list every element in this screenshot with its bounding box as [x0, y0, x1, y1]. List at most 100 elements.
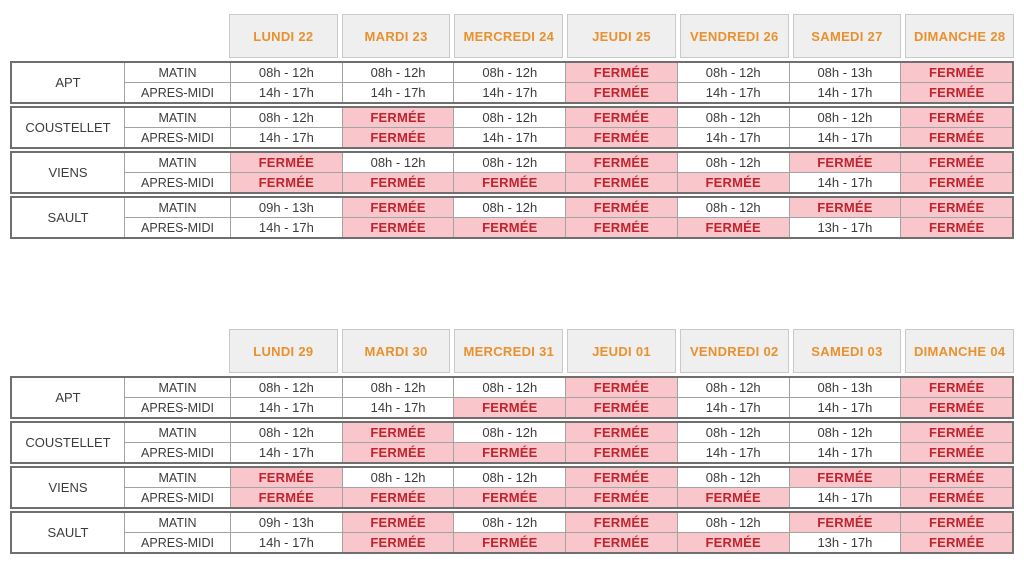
row-label-apres_midi: APRES-MIDI [125, 218, 230, 237]
cell-hours: 08h - 12h [677, 63, 789, 82]
cell-hours: 14h - 17h [342, 398, 454, 417]
row-label-apres_midi: APRES-MIDI [125, 83, 230, 102]
cell-hours: 08h - 13h [789, 378, 901, 397]
cell-hours: 08h - 12h [342, 153, 454, 172]
cell-hours: 08h - 12h [231, 108, 342, 127]
cell-closed: FERMÉE [566, 63, 677, 82]
cell-closed: FERMÉE [566, 533, 677, 552]
row-label-apres_midi: APRES-MIDI [125, 443, 230, 462]
cell-hours: 08h - 12h [789, 423, 901, 442]
cell-hours: 09h - 13h [231, 513, 342, 532]
cell-hours: 08h - 12h [454, 198, 566, 217]
day-header-6: SAMEDI 03 [792, 329, 902, 373]
row-label-apres_midi: APRES-MIDI [125, 173, 230, 192]
cell-closed: FERMÉE [342, 533, 454, 552]
cell-hours: 08h - 12h [677, 378, 789, 397]
cell-closed: FERMÉE [566, 153, 677, 172]
location-label: SAULT [12, 513, 124, 552]
row-label-matin: MATIN [125, 423, 230, 442]
cell-closed: FERMÉE [566, 468, 677, 487]
cell-hours: 08h - 12h [454, 513, 566, 532]
day-header-5: VENDREDI 02 [679, 329, 789, 373]
cell-hours: 14h - 17h [231, 83, 342, 102]
day-header-3: MERCREDI 24 [454, 14, 564, 58]
cell-closed: FERMÉE [342, 513, 454, 532]
cell-closed: FERMÉE [231, 173, 342, 192]
cell-closed: FERMÉE [342, 218, 454, 237]
cell-closed: FERMÉE [454, 533, 566, 552]
cell-closed: FERMÉE [342, 423, 454, 442]
cell-closed: FERMÉE [566, 108, 677, 127]
cell-hours: 14h - 17h [677, 443, 789, 462]
location-label: APT [12, 63, 124, 102]
cell-closed: FERMÉE [566, 218, 677, 237]
day-header-1: LUNDI 22 [229, 14, 338, 58]
cell-closed: FERMÉE [901, 378, 1012, 397]
cell-hours: 14h - 17h [789, 398, 901, 417]
cell-closed: FERMÉE [901, 173, 1012, 192]
cell-closed: FERMÉE [342, 128, 454, 147]
group-coustellet: COUSTELLET MATIN 08h - 12h FERMÉE 08h - 12h F… [10, 106, 1014, 149]
cell-closed: FERMÉE [342, 173, 454, 192]
cell-hours: 14h - 17h [231, 398, 342, 417]
cell-hours: 08h - 12h [231, 423, 342, 442]
cell-hours: 08h - 12h [454, 468, 566, 487]
cell-closed: FERMÉE [677, 533, 789, 552]
cell-hours: 13h - 17h [789, 218, 901, 237]
cell-closed: FERMÉE [901, 443, 1012, 462]
cell-closed: FERMÉE [901, 198, 1012, 217]
day-header-3: MERCREDI 31 [454, 329, 564, 373]
cell-closed: FERMÉE [566, 198, 677, 217]
cell-hours: 08h - 12h [454, 153, 566, 172]
cell-hours: 14h - 17h [454, 128, 566, 147]
cell-hours: 08h - 12h [677, 198, 789, 217]
cell-closed: FERMÉE [789, 468, 901, 487]
row-label-apres_midi: APRES-MIDI [125, 488, 230, 507]
cell-closed: FERMÉE [342, 108, 454, 127]
cell-closed: FERMÉE [901, 468, 1012, 487]
cell-hours: 14h - 17h [789, 83, 901, 102]
day-header-2: MARDI 30 [341, 329, 451, 373]
cell-closed: FERMÉE [454, 488, 566, 507]
day-header-4: JEUDI 25 [567, 14, 676, 58]
day-header-5: VENDREDI 26 [679, 14, 789, 58]
row-label-apres_midi: APRES-MIDI [125, 533, 230, 552]
cell-closed: FERMÉE [454, 218, 566, 237]
cell-closed: FERMÉE [901, 533, 1012, 552]
cell-closed: FERMÉE [901, 153, 1012, 172]
row-label-matin: MATIN [125, 513, 230, 532]
cell-closed: FERMÉE [901, 398, 1012, 417]
cell-hours: 14h - 17h [231, 128, 342, 147]
cell-hours: 14h - 17h [231, 218, 342, 237]
cell-closed: FERMÉE [566, 398, 677, 417]
row-label-apres_midi: APRES-MIDI [125, 128, 230, 147]
cell-hours: 08h - 12h [677, 153, 789, 172]
row-label-apres_midi: APRES-MIDI [125, 398, 230, 417]
group-coustellet: COUSTELLET MATIN 08h - 12h FERMÉE 08h - 12h F… [10, 421, 1014, 464]
group-sault: SAULT MATIN 09h - 13h FERMÉE 08h - 12h FERMÉE… [10, 196, 1014, 239]
location-label: COUSTELLET [12, 108, 124, 147]
cell-hours: 08h - 12h [454, 108, 566, 127]
day-header-1: LUNDI 29 [229, 329, 338, 373]
cell-hours: 08h - 12h [454, 423, 566, 442]
cell-closed: FERMÉE [566, 423, 677, 442]
cell-closed: FERMÉE [566, 128, 677, 147]
cell-closed: FERMÉE [901, 218, 1012, 237]
location-label: APT [12, 378, 124, 417]
cell-closed: FERMÉE [901, 128, 1012, 147]
cell-hours: 14h - 17h [454, 83, 566, 102]
row-label-matin: MATIN [125, 63, 230, 82]
cell-closed: FERMÉE [901, 63, 1012, 82]
cell-closed: FERMÉE [231, 488, 342, 507]
cell-closed: FERMÉE [566, 378, 677, 397]
cell-closed: FERMÉE [901, 513, 1012, 532]
day-header-2: MARDI 23 [341, 14, 451, 58]
cell-closed: FERMÉE [566, 173, 677, 192]
day-header-row: LUNDI 29 MARDI 30 MERCREDI 31 JEUDI 01 VENDR… [229, 329, 1015, 373]
cell-hours: 08h - 12h [342, 378, 454, 397]
cell-hours: 08h - 12h [677, 513, 789, 532]
group-viens: VIENS MATIN FERMÉE 08h - 12h 08h - 12h FERMÉE… [10, 466, 1014, 509]
cell-closed: FERMÉE [901, 108, 1012, 127]
cell-closed: FERMÉE [901, 83, 1012, 102]
